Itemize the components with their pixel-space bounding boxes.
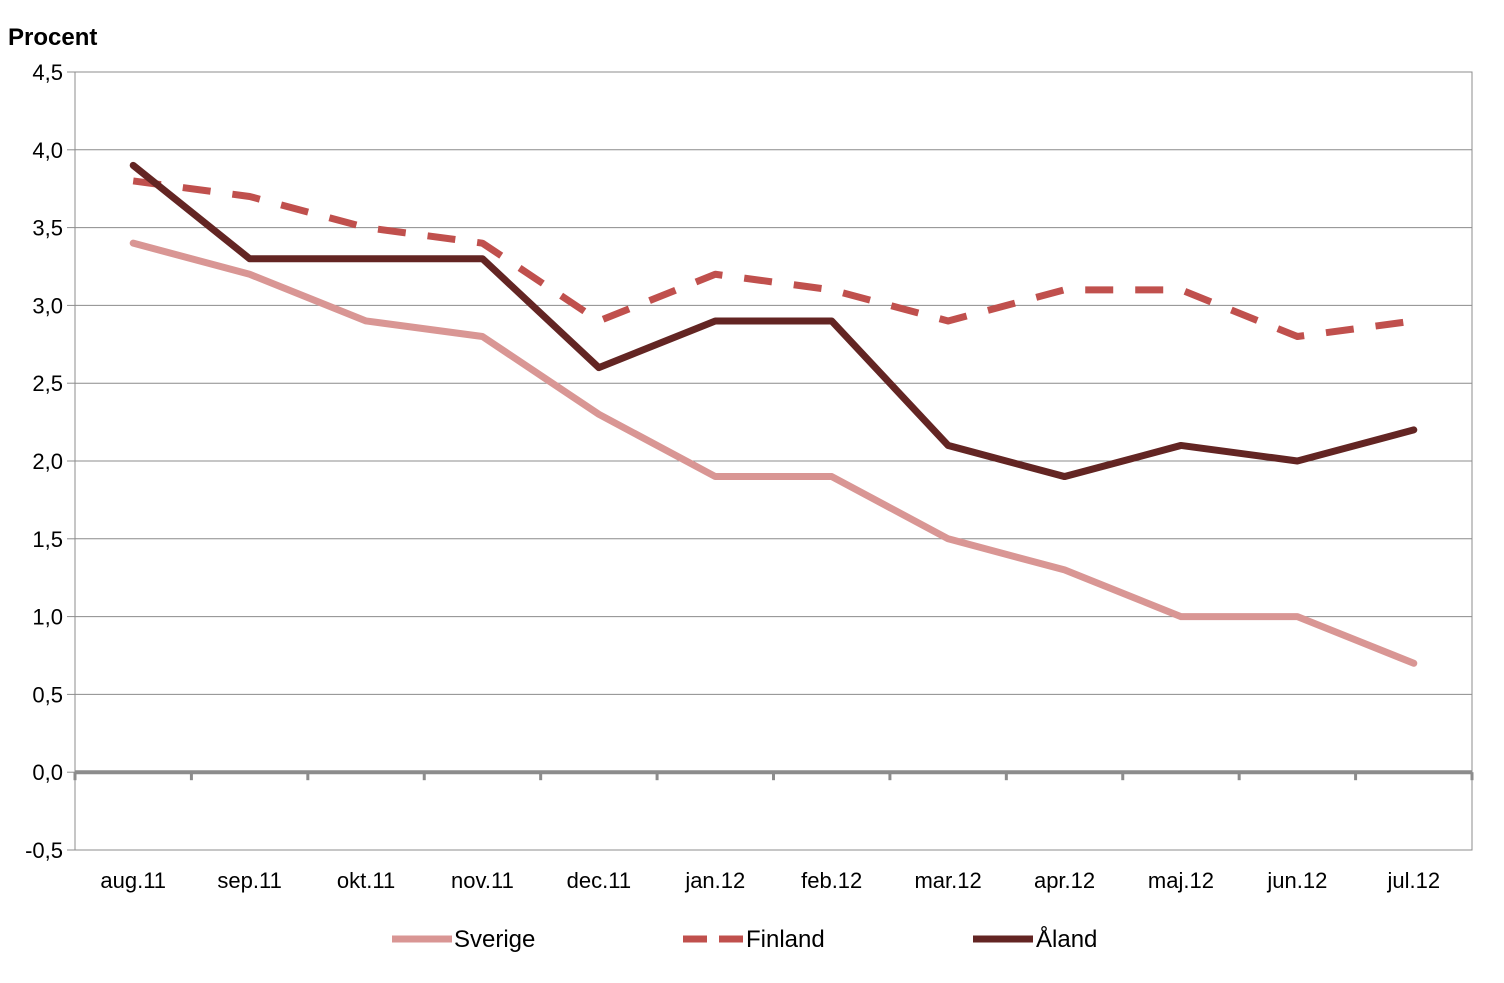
x-tick-label: okt.11 bbox=[337, 868, 395, 893]
legend-label: Sverige bbox=[454, 926, 535, 953]
x-tick-label: jul.12 bbox=[1386, 868, 1440, 893]
y-tick-label: 0,0 bbox=[32, 760, 63, 785]
x-tick-label: mar.12 bbox=[914, 868, 981, 893]
x-tick-label: sep.11 bbox=[217, 868, 281, 893]
legend: Sverige Finland Åland bbox=[392, 925, 1097, 953]
y-tick-label: 4,0 bbox=[32, 138, 63, 163]
x-tick-label: maj.12 bbox=[1148, 868, 1214, 893]
x-tick-label: jan.12 bbox=[684, 868, 745, 893]
x-tick-label: nov.11 bbox=[451, 868, 514, 893]
series-lines bbox=[129, 161, 1418, 667]
y-tick-label: 4,5 bbox=[32, 60, 63, 85]
legend-label: Åland bbox=[1036, 925, 1097, 953]
legend-label: Finland bbox=[746, 926, 825, 953]
x-tick-label: apr.12 bbox=[1034, 868, 1095, 893]
gridlines bbox=[67, 71, 1473, 851]
y-tick-label: 0,5 bbox=[32, 682, 63, 707]
x-tick-label: dec.11 bbox=[567, 868, 631, 893]
x-tick-label: aug.11 bbox=[100, 868, 166, 893]
x-tick-label: feb.12 bbox=[801, 868, 862, 893]
x-tick-label: jun.12 bbox=[1266, 868, 1327, 893]
series-line-åland bbox=[129, 161, 1418, 481]
y-tick-label: 2,0 bbox=[32, 449, 63, 474]
y-tick-label: 2,5 bbox=[32, 371, 63, 396]
series-line-sverige bbox=[129, 239, 1418, 667]
x-axis bbox=[73, 770, 1474, 781]
y-axis-label: Procent bbox=[8, 24, 98, 51]
series-line-finland bbox=[132, 177, 1415, 341]
y-tick-labels: 4,5 4,0 3,5 3,0 2,5 2,0 1,5 1,0 0,5 0,0 -0,5 bbox=[25, 60, 63, 863]
y-tick-label: 1,0 bbox=[32, 605, 63, 630]
y-tick-label: -0,5 bbox=[25, 838, 63, 863]
plot-border bbox=[74, 71, 1473, 851]
y-tick-label: 3,0 bbox=[32, 293, 63, 318]
y-tick-label: 3,5 bbox=[32, 216, 63, 241]
y-tick-label: 1,5 bbox=[32, 527, 63, 552]
x-tick-labels: aug.11 sep.11 okt.11 nov.11 dec.11 jan.12 feb.… bbox=[100, 868, 1440, 893]
